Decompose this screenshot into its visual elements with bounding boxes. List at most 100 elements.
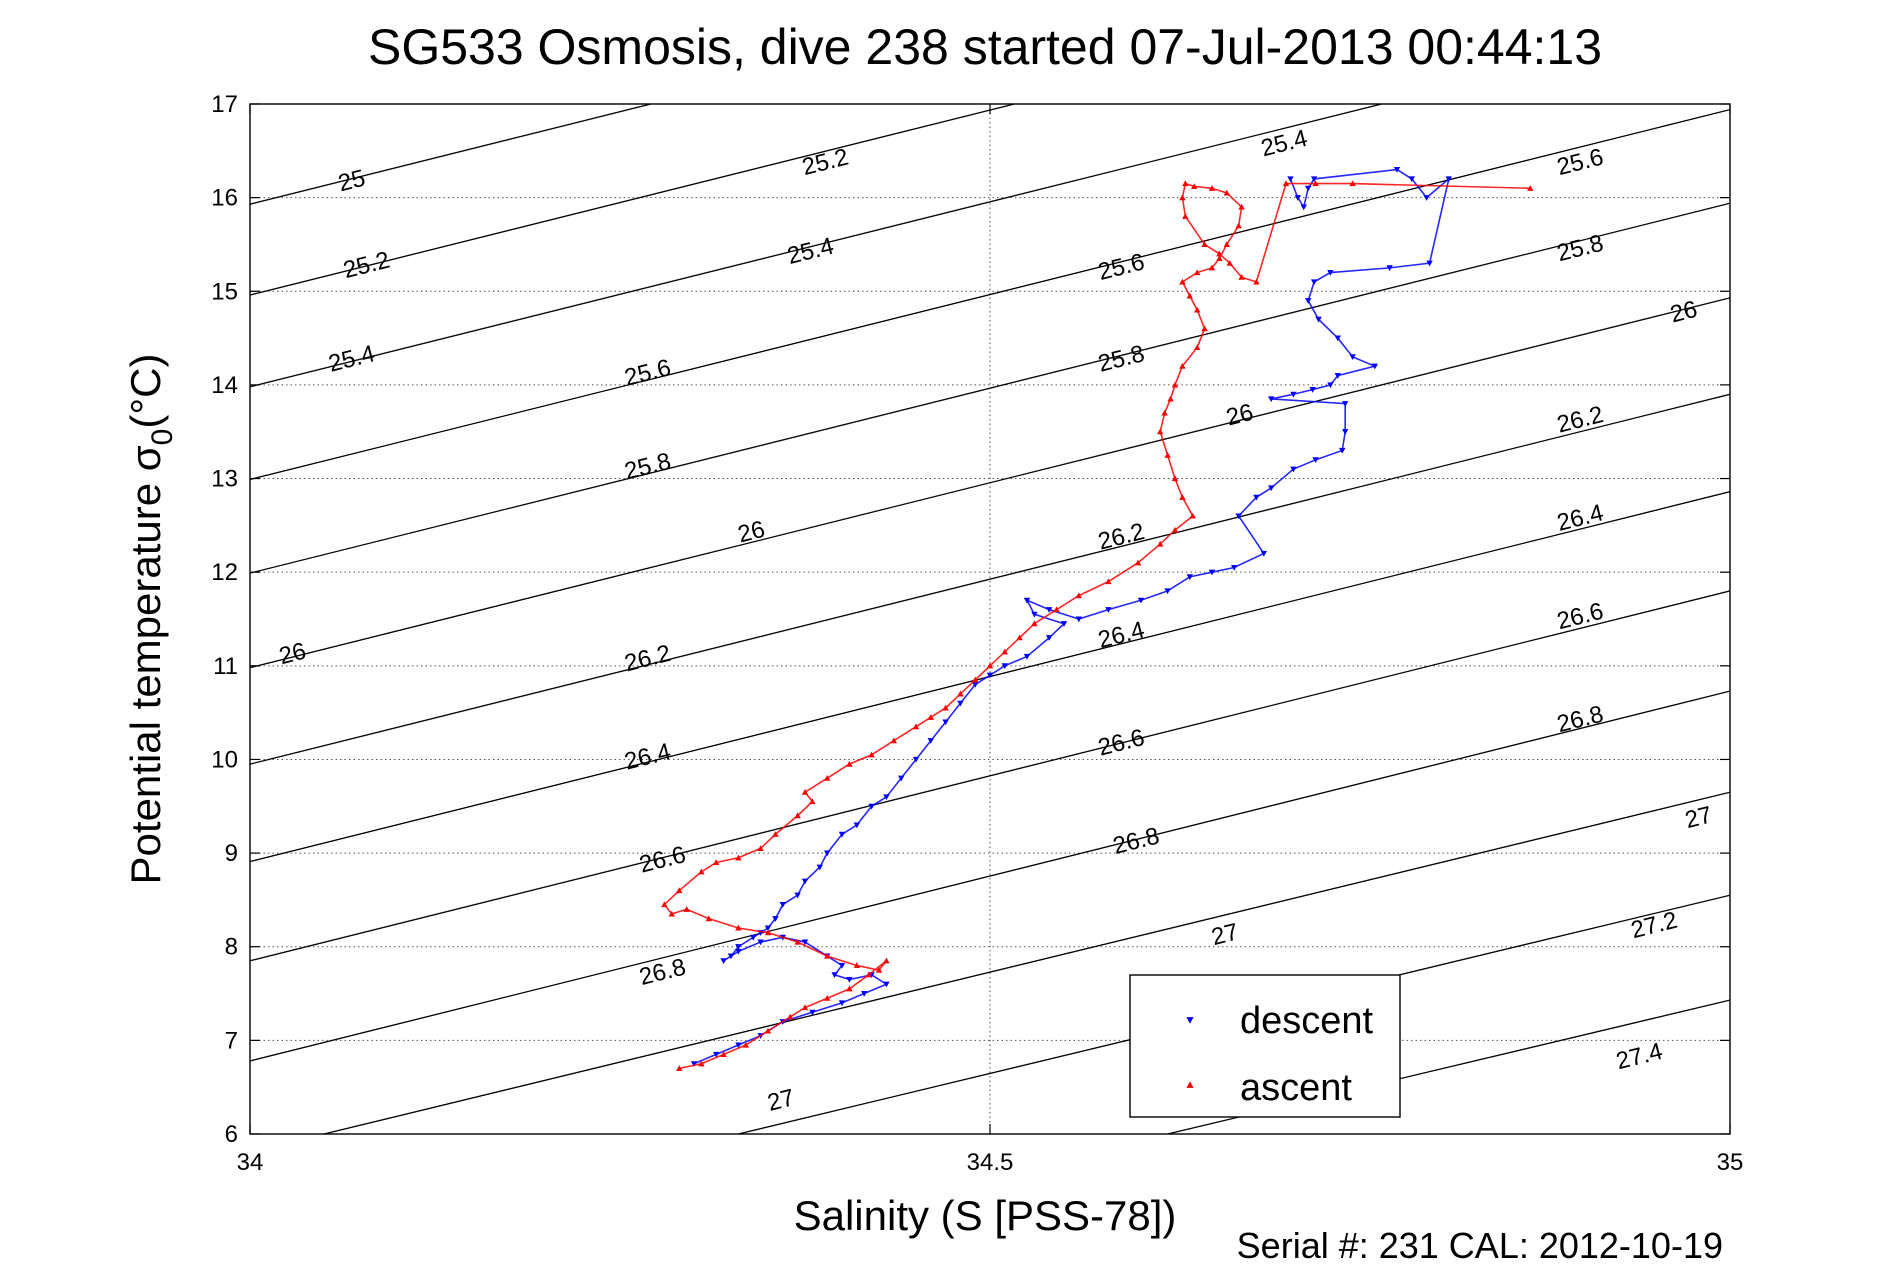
- data-point-descent: [846, 976, 853, 983]
- data-point-descent: [764, 925, 772, 932]
- data-point-ascent: [1179, 494, 1186, 500]
- data-point-ascent: [764, 929, 772, 936]
- legend-label-ascent: ascent: [1240, 1067, 1352, 1109]
- contour-label: 27.2: [1628, 907, 1680, 945]
- contour-label: 25.6: [1095, 248, 1147, 286]
- contour-label: 26.8: [637, 953, 689, 991]
- data-point-ascent: [1075, 592, 1082, 599]
- data-point-ascent: [1194, 306, 1201, 313]
- data-point-ascent: [1157, 428, 1164, 435]
- data-point-ascent: [787, 1013, 794, 1020]
- contour-label: 26: [276, 638, 308, 671]
- data-point-descent: [1235, 513, 1242, 520]
- data-point-descent: [972, 681, 979, 688]
- data-point-descent: [1294, 195, 1302, 201]
- x-tick-label: 34: [237, 1149, 264, 1176]
- data-point-descent: [1060, 621, 1068, 627]
- data-point-descent: [883, 794, 890, 801]
- data-point-descent: [1309, 387, 1316, 393]
- data-point-ascent: [824, 995, 831, 1001]
- data-point-descent: [853, 822, 860, 829]
- data-point-ascent: [1223, 189, 1230, 196]
- data-point-descent: [801, 878, 809, 885]
- y-tick-label: 10: [211, 746, 238, 773]
- data-point-ascent: [1253, 278, 1260, 285]
- data-point-descent: [809, 1009, 816, 1016]
- data-point-ascent: [1312, 180, 1319, 187]
- contour-label: 25.8: [1095, 340, 1147, 378]
- contour-label: 25: [336, 165, 368, 198]
- contour-label: 26.2: [1554, 401, 1606, 439]
- data-point-ascent: [1157, 540, 1164, 547]
- data-point-descent: [1349, 354, 1356, 361]
- density-contour-25.6: [250, 108, 1730, 481]
- data-point-ascent: [676, 887, 683, 894]
- data-point-ascent: [846, 760, 853, 767]
- data-point-descent: [1339, 447, 1346, 454]
- density-contour-26: [250, 297, 1730, 669]
- data-point-ascent: [1238, 203, 1245, 210]
- data-point-descent: [720, 958, 727, 964]
- data-point-ascent: [1194, 344, 1201, 351]
- data-point-ascent: [957, 690, 964, 697]
- data-point-ascent: [1201, 241, 1208, 248]
- data-point-descent: [1290, 466, 1297, 473]
- data-point-descent: [1315, 316, 1322, 323]
- contour-label: 26.6: [637, 841, 689, 879]
- data-point-descent: [757, 939, 764, 946]
- data-point-ascent: [868, 751, 875, 758]
- series-descent-trace: [693, 168, 1451, 1065]
- data-point-descent: [927, 738, 934, 744]
- data-point-descent: [1208, 569, 1216, 576]
- y-tick-label: 15: [211, 278, 238, 305]
- data-point-ascent: [676, 1065, 683, 1072]
- density-contour-26.6: [250, 590, 1730, 962]
- data-point-ascent: [1282, 180, 1290, 187]
- data-point-descent: [779, 902, 786, 908]
- x-tick-label: 34.5: [967, 1149, 1014, 1176]
- data-point-descent: [772, 916, 779, 922]
- y-axis-label-unit: (°C): [122, 354, 169, 429]
- data-point-ascent: [1208, 264, 1216, 271]
- y-tick-label: 8: [225, 934, 238, 961]
- data-point-ascent: [1171, 381, 1179, 388]
- data-point-ascent: [742, 1041, 749, 1048]
- data-point-ascent: [912, 723, 920, 730]
- data-point-descent: [1231, 564, 1238, 571]
- data-point-ascent: [1201, 325, 1208, 332]
- data-point-descent: [1305, 185, 1312, 192]
- data-point-descent: [1334, 335, 1341, 342]
- chart-title: SG533 Osmosis, dive 238 started 07-Jul-2…: [368, 19, 1602, 75]
- data-point-ascent: [1164, 451, 1171, 458]
- data-point-ascent: [1186, 292, 1193, 299]
- data-point-ascent: [942, 704, 949, 711]
- data-point-ascent: [1226, 259, 1233, 266]
- contour-label: 26.8: [1554, 701, 1606, 739]
- contour-label: 27: [1209, 918, 1241, 951]
- contour-label: 26.4: [1554, 499, 1606, 537]
- data-point-ascent: [801, 789, 809, 795]
- y-tick-label: 6: [225, 1121, 238, 1148]
- data-point-ascent: [1194, 269, 1201, 276]
- contour-label: 27: [765, 1084, 797, 1117]
- legend-marker-ascent: [1186, 1081, 1194, 1088]
- data-point-ascent: [764, 1027, 772, 1034]
- data-point-descent: [957, 700, 964, 707]
- contour-label: 25.8: [622, 448, 674, 486]
- data-point-descent: [1186, 574, 1193, 581]
- data-point-descent: [750, 934, 757, 941]
- data-point-ascent: [1235, 222, 1242, 229]
- data-point-ascent: [1171, 475, 1179, 482]
- data-point-ascent: [1179, 194, 1186, 201]
- data-point-ascent: [772, 831, 779, 837]
- data-point-descent: [1426, 260, 1433, 267]
- y-axis-label-main: Potential temperature σ: [122, 445, 169, 884]
- data-point-ascent: [713, 859, 720, 866]
- data-point-ascent: [1179, 362, 1186, 369]
- data-point-ascent: [853, 962, 860, 969]
- y-tick-label: 16: [211, 185, 238, 212]
- data-point-descent: [1105, 607, 1112, 613]
- y-axis-label-subscript: 0: [146, 429, 179, 446]
- density-contour-26.8: [250, 690, 1730, 1062]
